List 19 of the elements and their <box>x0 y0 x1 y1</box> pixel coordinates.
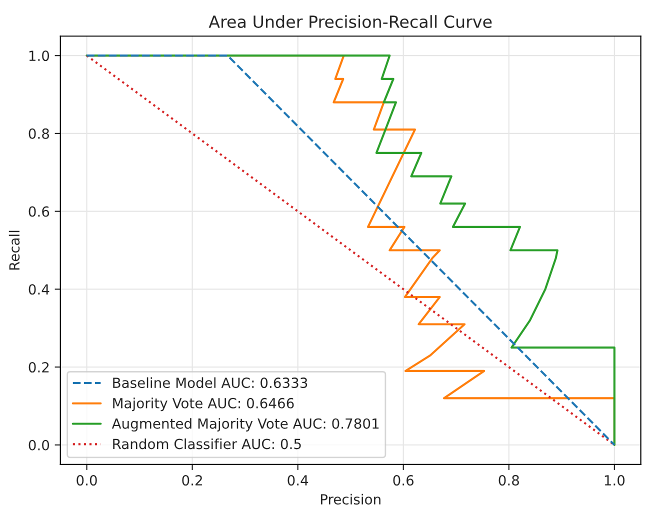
y-tick-label: 0.6 <box>28 206 50 217</box>
x-tick-label: 0.4 <box>288 475 308 486</box>
y-tick-label: 0.4 <box>28 284 50 295</box>
x-axis-title: Precision <box>320 494 380 505</box>
y-tick-label: 0.0 <box>28 440 50 450</box>
x-tick-label: 1.0 <box>604 475 625 486</box>
x-tick-label: 0.8 <box>498 475 519 486</box>
chart-title: Area Under Precision-Recall Curve <box>208 15 492 28</box>
x-tick-label: 0.2 <box>182 475 202 486</box>
y-tick-label: 1.0 <box>29 50 50 62</box>
legend-label: Majority Vote AUC: 0.6466 <box>113 398 294 412</box>
legend-label: Augmented Majority Vote AUC: 0.7801 <box>112 418 379 432</box>
x-tick-label: 0.0 <box>76 475 97 486</box>
y-tick-label: 0.2 <box>28 362 49 373</box>
legend-label: Baseline Model AUC: 0.6333 <box>113 377 308 388</box>
legend-label: Random Classifier AUC: 0.5 <box>113 438 301 450</box>
x-tick-label: 0.6 <box>393 475 414 486</box>
y-tick-label: 0.8 <box>28 128 50 139</box>
y-axis-title: Recall <box>8 230 20 270</box>
